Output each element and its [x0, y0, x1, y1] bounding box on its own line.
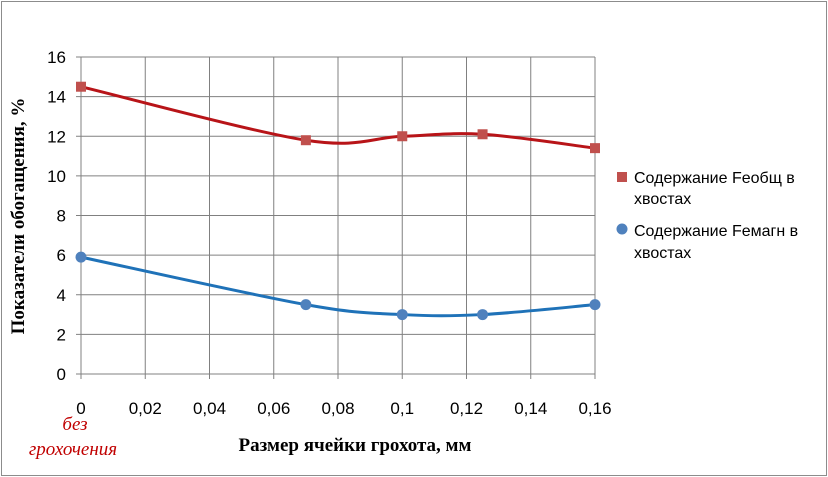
series-0 — [76, 81, 600, 154]
data-point-circle — [396, 309, 408, 321]
y-tick-label: 0 — [57, 365, 66, 384]
data-point-square — [76, 81, 86, 92]
annotation-line-1: без — [62, 414, 87, 435]
x-tick-label: 0,1 — [390, 399, 414, 418]
data-point-square — [590, 143, 600, 154]
x-tick-label: 0,04 — [193, 399, 226, 418]
y-tick-label: 8 — [57, 207, 66, 226]
series — [75, 81, 601, 321]
x-tick-label: 0 — [76, 399, 85, 418]
legend-label-femagn-line2: хвостах — [634, 245, 691, 262]
grid — [76, 56, 596, 379]
x-tick-label: 0,16 — [578, 399, 611, 418]
data-point-circle — [75, 251, 87, 263]
y-tick-labels: 0 2 4 6 8 10 12 14 16 — [47, 48, 66, 384]
y-tick-label: 12 — [47, 127, 66, 146]
y-tick-label: 6 — [57, 246, 66, 265]
legend-label-femagn-line1: Содержание Feмагн в — [634, 223, 798, 240]
y-tick-label: 10 — [47, 167, 66, 186]
x-tick-label: 0,08 — [321, 399, 354, 418]
data-point-square — [300, 135, 311, 146]
legend-marker-femagn — [616, 223, 628, 235]
x-tick-label: 0,12 — [450, 399, 483, 418]
data-point-square — [477, 129, 488, 140]
legend-label-feobsh-line1: Содержание Feобщ в — [634, 170, 795, 187]
y-axis-title: Показатели обогащения, % — [8, 98, 29, 335]
x-tick-label: 0,14 — [514, 399, 547, 418]
legend: Содержание Feобщ в хвостах Содержание Fe… — [616, 170, 798, 262]
y-tick-label: 4 — [57, 286, 66, 305]
series-line — [80, 255, 596, 318]
x-tick-label: 0,02 — [129, 399, 162, 418]
data-point-square — [397, 131, 408, 142]
series-1 — [75, 251, 601, 321]
legend-label-feobsh-line2: хвостах — [634, 191, 691, 208]
series-line — [80, 85, 596, 150]
y-tick-label: 14 — [47, 88, 66, 107]
y-tick-label: 16 — [47, 48, 66, 67]
x-tick-labels: 0 0,02 0,04 0,06 0,08 0,1 0,12 0,14 0,16 — [76, 399, 611, 418]
x-axis-title: Размер ячейки грохота, мм — [239, 435, 472, 456]
data-point-circle — [589, 299, 601, 311]
data-point-circle — [477, 309, 489, 321]
y-tick-label: 2 — [57, 325, 66, 344]
annotation-line-2: грохочения — [29, 439, 117, 460]
data-point-circle — [300, 299, 312, 311]
legend-marker-feobsh — [617, 172, 627, 182]
x-tick-label: 0,06 — [257, 399, 290, 418]
axes — [80, 57, 595, 375]
